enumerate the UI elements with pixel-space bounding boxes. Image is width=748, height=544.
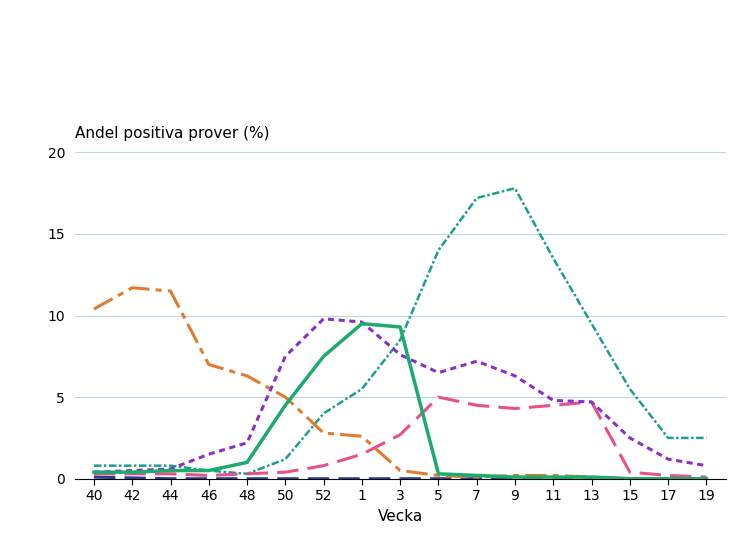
Text: Andel positiva prover (%): Andel positiva prover (%): [75, 126, 269, 141]
X-axis label: Vecka: Vecka: [378, 509, 423, 524]
